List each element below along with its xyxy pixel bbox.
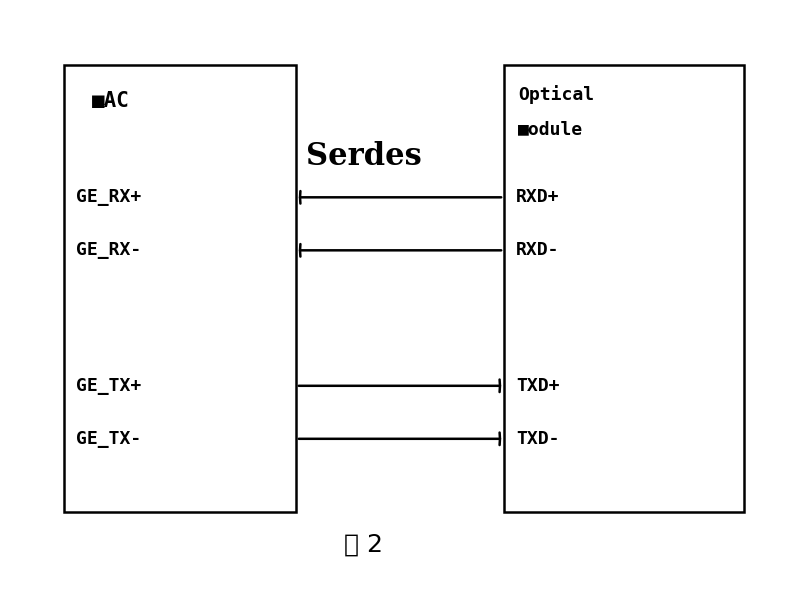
Text: GE_RX-: GE_RX- bbox=[76, 241, 142, 259]
Text: ■AC: ■AC bbox=[92, 91, 130, 111]
Text: GE_TX-: GE_TX- bbox=[76, 430, 142, 448]
Text: GE_TX+: GE_TX+ bbox=[76, 377, 142, 395]
Text: RXD-: RXD- bbox=[516, 241, 559, 259]
Text: Optical: Optical bbox=[518, 85, 594, 104]
Bar bbox=[64, 65, 296, 512]
Text: TXD-: TXD- bbox=[516, 430, 559, 448]
Text: ■odule: ■odule bbox=[518, 121, 584, 139]
Text: TXD+: TXD+ bbox=[516, 377, 559, 395]
Text: 图 2: 图 2 bbox=[345, 532, 383, 557]
Text: RXD+: RXD+ bbox=[516, 188, 559, 206]
Text: GE_RX+: GE_RX+ bbox=[76, 188, 142, 206]
Text: Serdes: Serdes bbox=[306, 141, 422, 173]
Bar bbox=[504, 65, 744, 512]
